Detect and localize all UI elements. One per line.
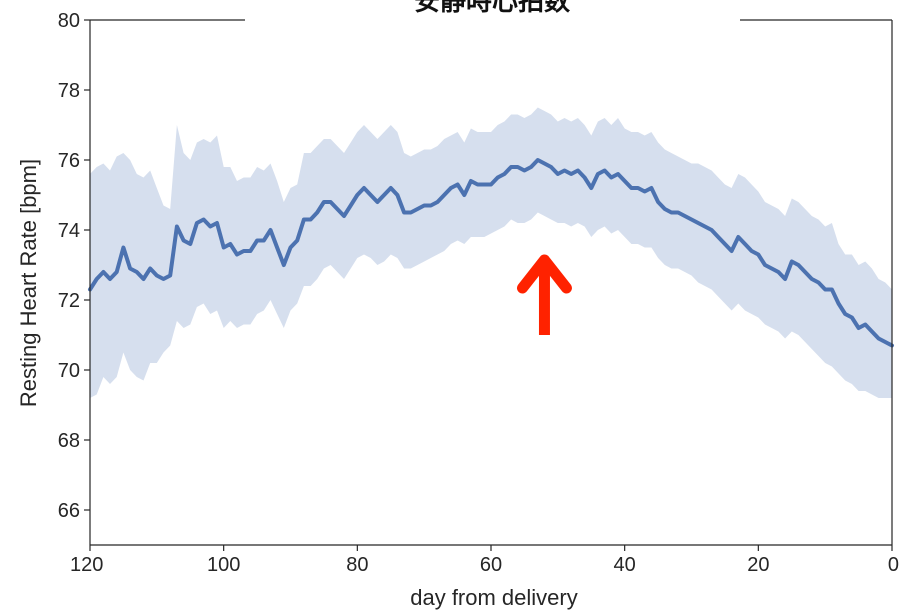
mean-line-layer (88, 158, 894, 348)
annotation-layer (516, 254, 572, 335)
title-background (245, 0, 740, 20)
x-tick-label: 20 (747, 554, 769, 576)
confidence-band (90, 107, 892, 398)
y-tick-label: 70 (58, 360, 80, 382)
y-tick-label: 72 (58, 290, 80, 312)
y-tick-label: 78 (58, 80, 80, 102)
y-axis-title: Resting Heart Rate [bpm] (16, 159, 41, 407)
red-arrow-head (516, 254, 572, 294)
y-tick-label: 68 (58, 430, 80, 452)
x-tick-label: 120 (70, 554, 103, 576)
x-tick-label: 60 (480, 554, 502, 576)
y-tick-label: 76 (58, 150, 80, 172)
x-axis-title: day from delivery (410, 585, 578, 610)
x-tick-label: 100 (207, 554, 240, 576)
confidence-band-layer (90, 107, 892, 398)
title-layer: 安静時心拍数 (245, 0, 740, 20)
x-tick-label: 80 (346, 554, 368, 576)
y-tick-label: 74 (58, 220, 80, 242)
y-tick-label: 80 (58, 10, 80, 32)
y-tick-label: 66 (58, 500, 80, 522)
tick-labels-layer: 120 100 80 60 40 20 0 66 68 70 72 74 76 78 80 (58, 10, 899, 576)
chart-title: 安静時心拍数 (414, 0, 571, 17)
mean-heart-rate-line (88, 158, 894, 348)
x-tick-label: 0 (888, 554, 899, 576)
x-tick-label: 40 (614, 554, 636, 576)
